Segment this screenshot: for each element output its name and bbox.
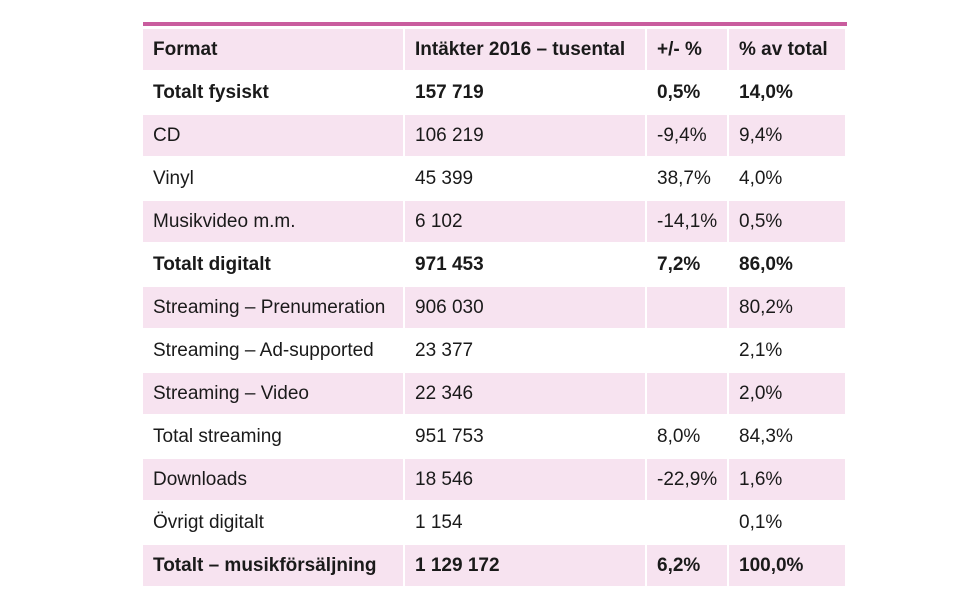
table-row: Övrigt digitalt 1 154 0,1% — [143, 502, 845, 545]
cell-change — [647, 330, 727, 373]
cell-change: -22,9% — [647, 459, 727, 502]
cell-format: Downloads — [143, 459, 403, 502]
cell-change: 8,0% — [647, 416, 727, 459]
cell-format: Musikvideo m.m. — [143, 201, 403, 244]
cell-revenue: 951 753 — [405, 416, 645, 459]
table-row: Totalt – musikförsäljning 1 129 172 6,2% 10… — [143, 545, 845, 588]
cell-revenue: 18 546 — [405, 459, 645, 502]
cell-format: Totalt fysiskt — [143, 72, 403, 115]
cell-format: Övrigt digitalt — [143, 502, 403, 545]
cell-revenue: 1 129 172 — [405, 545, 645, 588]
table-row: Musikvideo m.m. 6 102 -14,1% 0,5% — [143, 201, 845, 244]
table-row: Total streaming 951 753 8,0% 84,3% — [143, 416, 845, 459]
cell-share: 14,0% — [729, 72, 845, 115]
header-revenue: Intäkter 2016 – tusental — [405, 29, 645, 72]
table-row: Downloads 18 546 -22,9% 1,6% — [143, 459, 845, 502]
table-row: Vinyl 45 399 38,7% 4,0% — [143, 158, 845, 201]
cell-revenue: 6 102 — [405, 201, 645, 244]
cell-share: 0,1% — [729, 502, 845, 545]
table-row: Totalt fysiskt 157 719 0,5% 14,0% — [143, 72, 845, 115]
table-row: CD 106 219 -9,4% 9,4% — [143, 115, 845, 158]
cell-format: Totalt – musikförsäljning — [143, 545, 403, 588]
header-format: Format — [143, 29, 403, 72]
cell-change — [647, 502, 727, 545]
cell-revenue: 906 030 — [405, 287, 645, 330]
cell-format: CD — [143, 115, 403, 158]
cell-share: 80,2% — [729, 287, 845, 330]
cell-change: -14,1% — [647, 201, 727, 244]
cell-format: Streaming – Video — [143, 373, 403, 416]
cell-revenue: 1 154 — [405, 502, 645, 545]
cell-change: 7,2% — [647, 244, 727, 287]
cell-share: 2,1% — [729, 330, 845, 373]
cell-revenue: 22 346 — [405, 373, 645, 416]
cell-format: Streaming – Prenumeration — [143, 287, 403, 330]
cell-share: 1,6% — [729, 459, 845, 502]
cell-revenue: 45 399 — [405, 158, 645, 201]
table-top-rule — [143, 22, 847, 26]
cell-change: 0,5% — [647, 72, 727, 115]
header-row: Format Intäkter 2016 – tusental +/- % % … — [143, 29, 845, 72]
table-row: Streaming – Ad-supported 23 377 2,1% — [143, 330, 845, 373]
table-row: Streaming – Prenumeration 906 030 80,2% — [143, 287, 845, 330]
cell-change: 38,7% — [647, 158, 727, 201]
cell-format: Total streaming — [143, 416, 403, 459]
cell-revenue: 157 719 — [405, 72, 645, 115]
cell-share: 84,3% — [729, 416, 845, 459]
header-change: +/- % — [647, 29, 727, 72]
cell-share: 2,0% — [729, 373, 845, 416]
cell-format: Totalt digitalt — [143, 244, 403, 287]
cell-revenue: 23 377 — [405, 330, 645, 373]
cell-change — [647, 373, 727, 416]
cell-share: 0,5% — [729, 201, 845, 244]
table-row: Streaming – Video 22 346 2,0% — [143, 373, 845, 416]
cell-share: 4,0% — [729, 158, 845, 201]
cell-format: Streaming – Ad-supported — [143, 330, 403, 373]
cell-revenue: 106 219 — [405, 115, 645, 158]
cell-format: Vinyl — [143, 158, 403, 201]
cell-share: 100,0% — [729, 545, 845, 588]
cell-revenue: 971 453 — [405, 244, 645, 287]
table-row: Totalt digitalt 971 453 7,2% 86,0% — [143, 244, 845, 287]
cell-change: -9,4% — [647, 115, 727, 158]
cell-change: 6,2% — [647, 545, 727, 588]
cell-share: 86,0% — [729, 244, 845, 287]
revenue-table-container: Format Intäkter 2016 – tusental +/- % % … — [143, 22, 847, 588]
revenue-table: Format Intäkter 2016 – tusental +/- % % … — [141, 29, 847, 588]
cell-change — [647, 287, 727, 330]
cell-share: 9,4% — [729, 115, 845, 158]
header-share: % av total — [729, 29, 845, 72]
